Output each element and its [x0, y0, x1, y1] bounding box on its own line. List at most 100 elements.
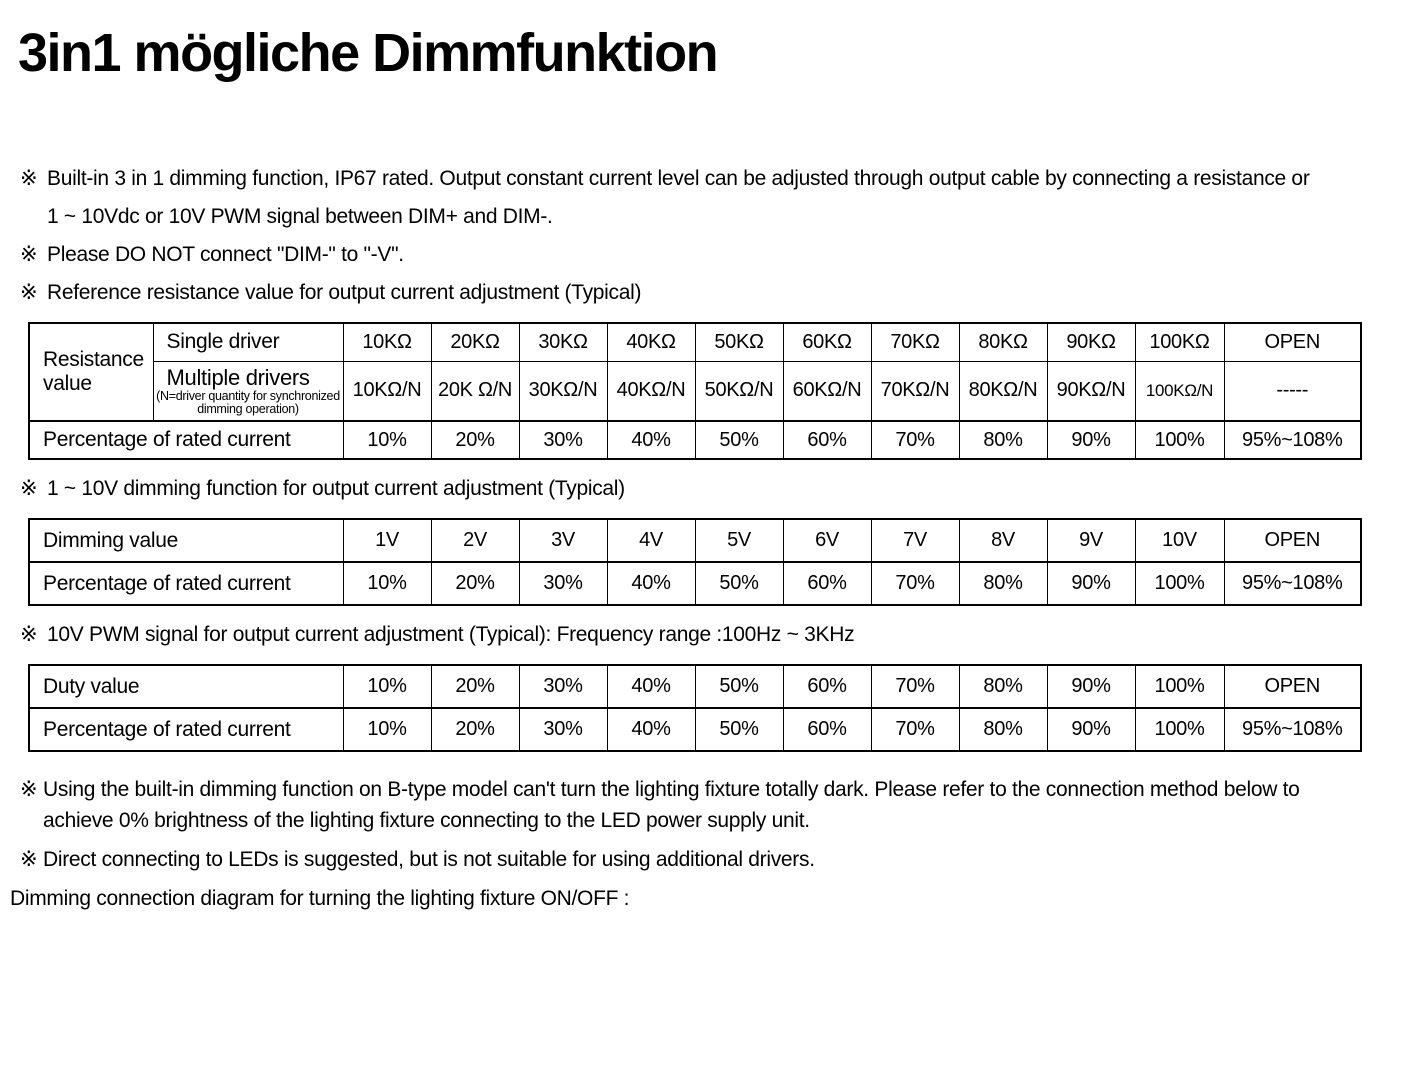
reference-mark: ※ [20, 281, 38, 304]
table-cell: 50% [694, 420, 784, 460]
reference-mark: ※ [20, 778, 38, 801]
table-cell: 40% [606, 420, 696, 460]
table-cell: 60KΩ/N [782, 360, 872, 422]
note-line: Built-in 3 in 1 dimming function, IP67 r… [47, 167, 1310, 190]
table-cell: 70% [870, 664, 960, 709]
table-cell: 95%~108% [1223, 707, 1362, 752]
table-cell: 70% [870, 707, 960, 752]
table-cell: 10KΩ/N [342, 360, 432, 422]
table-cell: 10% [342, 664, 432, 709]
table-cell: 100KΩ [1134, 322, 1225, 362]
table-cell: 50KΩ/N [694, 360, 784, 422]
resistance-section-heading: ※ Reference resistance value for output … [20, 274, 1424, 312]
table-cell: 2V [430, 518, 520, 563]
table-cell: 40KΩ/N [606, 360, 696, 422]
table-cell: 20KΩ [430, 322, 520, 362]
note-line: Using the built-in dimming function on B… [43, 778, 1300, 801]
table-cell: 20K Ω/N [430, 360, 520, 422]
pwm-section-heading: ※ 10V PWM signal for output current adju… [20, 616, 1424, 654]
note-btype: ※ Using the built-in dimming function on… [20, 774, 1424, 836]
table-cell: 80% [958, 561, 1048, 606]
table-cell: 90% [1046, 664, 1136, 709]
reference-mark: ※ [20, 167, 38, 190]
note-direct-connect: ※ Direct connecting to LEDs is suggested… [20, 844, 1424, 875]
table-cell: 80% [958, 707, 1048, 752]
table-row: Percentage of rated current 10% 20% 30% … [28, 561, 1362, 606]
table-cell: 80% [958, 420, 1048, 460]
row-header: Percentage of rated current [28, 420, 344, 460]
heading-text: 1 ~ 10V dimming function for output curr… [47, 477, 625, 500]
table-cell: 60% [782, 561, 872, 606]
table-cell: 60KΩ [782, 322, 872, 362]
row-header: Multiple drivers (N=driver quantity for … [152, 360, 344, 422]
table-cell: 50% [694, 561, 784, 606]
table-cell: 80KΩ [958, 322, 1048, 362]
table-cell: 10KΩ [342, 322, 432, 362]
table-cell: 100% [1134, 707, 1225, 752]
table-cell: ----- [1223, 360, 1362, 422]
multiple-drivers-note: (N=driver quantity for synchronized dimm… [156, 388, 340, 416]
table-row: Duty value 10% 20% 30% 40% 50% 60% 70% 8… [28, 664, 1362, 709]
table-cell: 90% [1046, 561, 1136, 606]
table-cell: 100% [1134, 420, 1225, 460]
table-cell: 70KΩ [870, 322, 960, 362]
note-btype-text: Using the built-in dimming function on B… [43, 774, 1300, 836]
table-cell: 8V [958, 518, 1048, 563]
reference-mark: ※ [20, 623, 38, 646]
note-line: achieve 0% brightness of the lighting fi… [43, 809, 810, 832]
table-cell: 7V [870, 518, 960, 563]
table-cell: 60% [782, 420, 872, 460]
table-cell: 70% [870, 420, 960, 460]
note-builtin-dimming-text: Built-in 3 in 1 dimming function, IP67 r… [47, 160, 1310, 236]
table-cell: 10% [342, 420, 432, 460]
table-cell: 30% [518, 664, 608, 709]
table-row: Dimming value 1V 2V 3V 4V 5V 6V 7V 8V 9V… [28, 518, 1362, 563]
reference-mark: ※ [20, 477, 38, 500]
pwm-duty-table: Duty value 10% 20% 30% 40% 50% 60% 70% 8… [28, 664, 1362, 752]
table-cell: 10% [342, 561, 432, 606]
table-cell: 100% [1134, 561, 1225, 606]
table-cell: 30% [518, 561, 608, 606]
table-cell: 30% [518, 420, 608, 460]
resistance-table: Resistance value Single driver 10KΩ 20KΩ… [28, 322, 1362, 460]
note-line: Direct connecting to LEDs is suggested, … [43, 848, 815, 871]
dimming-value-table: Dimming value 1V 2V 3V 4V 5V 6V 7V 8V 9V… [28, 518, 1362, 606]
table-cell: 50KΩ [694, 322, 784, 362]
reference-mark: ※ [20, 848, 38, 871]
table-cell: 40% [606, 561, 696, 606]
row-header: Percentage of rated current [28, 707, 344, 752]
table-cell: 6V [782, 518, 872, 563]
table-cell: 4V [606, 518, 696, 563]
table-cell: 95%~108% [1223, 561, 1362, 606]
table-cell: 30KΩ [518, 322, 608, 362]
table-cell: 1V [342, 518, 432, 563]
table-cell: 20% [430, 707, 520, 752]
table-cell: 9V [1046, 518, 1136, 563]
table-cell: OPEN [1223, 518, 1362, 563]
table-cell: OPEN [1223, 322, 1362, 362]
row-header: Resistance value [28, 322, 154, 422]
table-cell: 20% [430, 420, 520, 460]
table-cell: 80KΩ/N [958, 360, 1048, 422]
row-header: Dimming value [28, 518, 344, 563]
row-header: Duty value [28, 664, 344, 709]
table-cell: 20% [430, 664, 520, 709]
table-cell: 50% [694, 664, 784, 709]
diagram-caption: Dimming connection diagram for turning t… [10, 887, 630, 910]
note-line: 1 ~ 10Vdc or 10V PWM signal between DIM+… [47, 205, 553, 228]
table-cell: 70KΩ/N [870, 360, 960, 422]
table-row: Multiple drivers (N=driver quantity for … [29, 360, 1362, 422]
table-cell: 5V [694, 518, 784, 563]
table-cell: 10% [342, 707, 432, 752]
table-cell: 40% [606, 664, 696, 709]
dimming-section-heading: ※ 1 ~ 10V dimming function for output cu… [20, 470, 1424, 508]
table-cell: 90% [1046, 707, 1136, 752]
table-cell: 70% [870, 561, 960, 606]
table-row: Percentage of rated current 10% 20% 30% … [28, 707, 1362, 752]
table-cell: OPEN [1223, 664, 1362, 709]
reference-mark: ※ [20, 243, 38, 266]
multiple-drivers-label: Multiple drivers [166, 364, 310, 390]
note-line: Please DO NOT connect "DIM-" to "-V". [47, 243, 404, 266]
table-row: Resistance value Single driver 10KΩ 20KΩ… [28, 322, 1362, 422]
table-cell: 90KΩ/N [1046, 360, 1136, 422]
